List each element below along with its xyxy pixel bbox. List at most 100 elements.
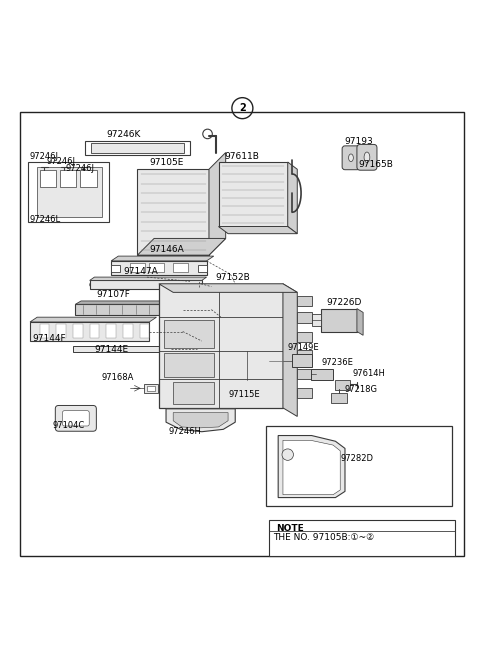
- Polygon shape: [283, 284, 297, 416]
- Ellipse shape: [364, 152, 370, 162]
- Polygon shape: [198, 265, 206, 272]
- Ellipse shape: [348, 154, 353, 162]
- Text: 97147A: 97147A: [123, 267, 158, 276]
- Text: 97246H: 97246H: [168, 426, 202, 436]
- Text: 97246J: 97246J: [29, 152, 58, 160]
- Text: 97165B: 97165B: [359, 160, 393, 169]
- Polygon shape: [336, 380, 350, 390]
- Polygon shape: [111, 265, 120, 272]
- Polygon shape: [90, 277, 206, 280]
- Text: 97611B: 97611B: [225, 152, 260, 160]
- Text: 97146A: 97146A: [149, 245, 184, 254]
- Polygon shape: [297, 312, 312, 323]
- Text: 97152B: 97152B: [215, 273, 250, 282]
- Polygon shape: [292, 355, 312, 367]
- Text: 97246J: 97246J: [47, 157, 76, 166]
- Polygon shape: [39, 170, 56, 188]
- Text: 97282D: 97282D: [340, 454, 373, 463]
- Polygon shape: [90, 280, 202, 288]
- Text: 97218G: 97218G: [345, 385, 378, 394]
- Polygon shape: [297, 388, 312, 398]
- Circle shape: [282, 449, 293, 460]
- Text: 97614H: 97614H: [352, 369, 385, 379]
- Polygon shape: [85, 141, 190, 155]
- Text: 97105E: 97105E: [149, 158, 184, 167]
- Text: 97144E: 97144E: [95, 345, 129, 355]
- Polygon shape: [37, 167, 102, 217]
- Polygon shape: [159, 284, 283, 408]
- Polygon shape: [56, 324, 66, 338]
- Polygon shape: [144, 384, 158, 392]
- Polygon shape: [321, 308, 357, 332]
- Polygon shape: [218, 227, 297, 233]
- Text: 97104C: 97104C: [52, 421, 84, 430]
- Text: 97193: 97193: [344, 137, 373, 147]
- Bar: [269, 520, 455, 556]
- Polygon shape: [288, 162, 297, 233]
- Polygon shape: [173, 263, 188, 272]
- Text: 97144F: 97144F: [33, 334, 66, 343]
- Polygon shape: [173, 412, 228, 428]
- Polygon shape: [137, 239, 226, 255]
- Polygon shape: [130, 263, 144, 272]
- Text: 97246K: 97246K: [106, 130, 140, 139]
- Polygon shape: [209, 152, 226, 255]
- Text: THE NO. 97105B:①~②: THE NO. 97105B:①~②: [274, 533, 375, 542]
- Bar: [266, 426, 452, 506]
- Text: 2: 2: [239, 103, 246, 113]
- Circle shape: [296, 355, 308, 367]
- Text: 97115E: 97115E: [228, 391, 260, 399]
- Polygon shape: [278, 436, 345, 497]
- Polygon shape: [30, 317, 156, 322]
- Polygon shape: [173, 382, 214, 404]
- Polygon shape: [123, 324, 132, 338]
- Polygon shape: [60, 170, 76, 188]
- Text: 97236E: 97236E: [321, 358, 353, 367]
- Polygon shape: [73, 324, 83, 338]
- Polygon shape: [297, 369, 312, 379]
- Polygon shape: [111, 256, 214, 261]
- Polygon shape: [140, 324, 149, 338]
- Circle shape: [317, 370, 327, 379]
- Polygon shape: [149, 263, 164, 272]
- Polygon shape: [159, 284, 297, 292]
- Polygon shape: [297, 332, 312, 342]
- Text: 97107F: 97107F: [97, 290, 131, 299]
- Polygon shape: [164, 353, 214, 377]
- Polygon shape: [39, 324, 49, 338]
- Polygon shape: [111, 261, 206, 275]
- Polygon shape: [297, 349, 312, 360]
- Polygon shape: [28, 162, 109, 221]
- Text: 97226D: 97226D: [326, 298, 361, 307]
- Text: 97168A: 97168A: [102, 373, 134, 382]
- Polygon shape: [30, 322, 149, 341]
- Polygon shape: [218, 162, 288, 227]
- Circle shape: [239, 380, 256, 397]
- Polygon shape: [357, 308, 363, 335]
- FancyBboxPatch shape: [55, 406, 96, 431]
- Circle shape: [242, 384, 252, 394]
- Polygon shape: [107, 324, 116, 338]
- Polygon shape: [80, 170, 97, 188]
- FancyBboxPatch shape: [62, 410, 89, 426]
- Text: NOTE: NOTE: [276, 524, 303, 533]
- Text: 97246L: 97246L: [29, 215, 60, 223]
- Polygon shape: [90, 324, 99, 338]
- Polygon shape: [147, 386, 155, 391]
- Polygon shape: [137, 169, 209, 255]
- Polygon shape: [297, 296, 312, 306]
- Polygon shape: [312, 314, 321, 326]
- Polygon shape: [311, 369, 333, 380]
- Text: 97149E: 97149E: [288, 343, 319, 353]
- Polygon shape: [75, 304, 183, 315]
- Polygon shape: [73, 346, 171, 353]
- Polygon shape: [331, 392, 348, 403]
- Text: 97246J: 97246J: [66, 164, 95, 172]
- Polygon shape: [283, 440, 340, 495]
- Polygon shape: [164, 320, 214, 348]
- Polygon shape: [166, 409, 235, 432]
- FancyBboxPatch shape: [357, 145, 377, 170]
- FancyBboxPatch shape: [342, 146, 360, 170]
- Polygon shape: [91, 143, 184, 152]
- Polygon shape: [75, 301, 189, 304]
